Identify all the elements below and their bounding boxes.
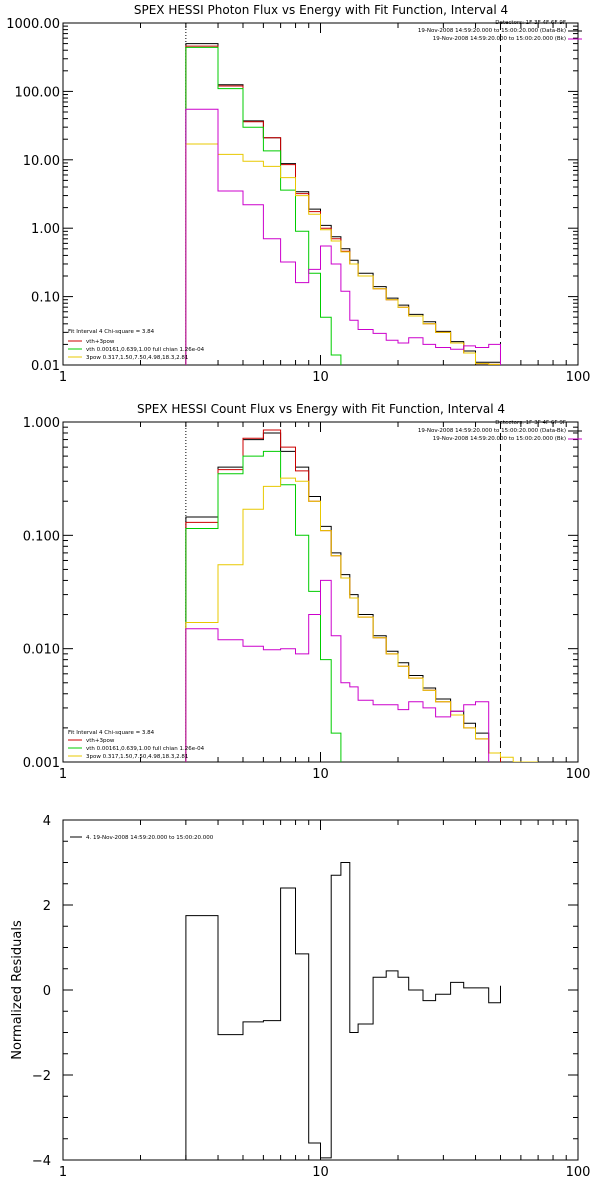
x-tick-label: 1 xyxy=(59,767,67,782)
y-tick-label: 1000.00 xyxy=(6,17,60,32)
y-tick-label: 0.01 xyxy=(31,359,60,374)
legend-residual: 4. 19-Nov-2008 14:59:20.000 to 15:00:20.… xyxy=(86,835,214,841)
series-data-bk xyxy=(185,432,501,762)
chart-title: SPEX HESSI Count Flux vs Energy with Fit… xyxy=(137,402,505,416)
legend-fit-info: Fit Interval 4 Chi-square = 3.84 xyxy=(68,329,155,335)
count-flux-chart: SPEX HESSI Count Flux vs Energy with Fit… xyxy=(23,402,591,782)
y-tick-label: 1.00 xyxy=(31,222,60,237)
legend-detectors: Detectors: 1F 3F 4F 6F 9F xyxy=(495,420,566,426)
y-tick-label: 100.00 xyxy=(15,85,61,100)
series-3pow xyxy=(185,477,539,762)
chart-title: SPEX HESSI Photon Flux vs Energy with Fi… xyxy=(134,3,508,17)
series-4-19-nov-2008-14-59-20-000-to-15-00-20-000 xyxy=(185,862,501,1160)
plot-area: 1 10 100 4 2 0 −2 −4 xyxy=(32,814,591,1180)
legend-3pow-name: 3pow 0.317,1.50,7.50,4.98,18.3,2.81 xyxy=(86,355,188,361)
x-tick-label: 1 xyxy=(59,370,67,385)
y-tick-label: 1.000 xyxy=(23,416,60,431)
series-vth xyxy=(185,46,351,365)
x-tick-label: 10 xyxy=(312,1165,329,1180)
x-tick-label: 10 xyxy=(312,767,329,782)
legend-fit-name: vth+3pow xyxy=(86,738,115,744)
y-tick-label: 2 xyxy=(43,899,51,914)
y-tick-label: 0 xyxy=(43,984,51,999)
y-tick-label: 0.001 xyxy=(23,756,60,771)
x-tick-label: 100 xyxy=(566,370,591,385)
series-vth-3pow xyxy=(185,429,501,762)
x-tick-label: 1 xyxy=(59,1165,67,1180)
series-bk xyxy=(185,579,490,762)
legend-vth-name: vth 0.00161,0.639,1.00 full chian 1.26e-… xyxy=(86,347,205,353)
legend-data-bk: 19-Nov-2008 14:59:20.000 to 15:00:20.000… xyxy=(418,428,566,434)
legend-data-bk: 19-Nov-2008 14:59:20.000 to 15:00:20.000… xyxy=(418,28,566,34)
legend-bk: 19-Nov-2008 14:59:20.000 to 15:00:20.000… xyxy=(433,436,566,442)
y-tick-label: −4 xyxy=(32,1154,51,1169)
series-3pow xyxy=(185,143,501,365)
legend-vth-name: vth 0.00161,0.639,1.00 full chian 1.26e-… xyxy=(86,746,205,752)
x-tick-label: 100 xyxy=(566,767,591,782)
legend-fit-name: vth+3pow xyxy=(86,339,115,345)
series-vth-3pow xyxy=(185,45,501,365)
y-tick-label: 0.100 xyxy=(23,529,60,544)
series-bk xyxy=(185,108,501,365)
y-axis-label: Normalized Residuals xyxy=(10,920,25,1060)
y-tick-label: −2 xyxy=(32,1069,51,1084)
y-tick-label: 4 xyxy=(43,814,51,829)
legend-detectors: Detectors: 1F 3F 4F 6F 9F xyxy=(495,20,566,26)
series-data-bk xyxy=(185,43,501,365)
plot-area: 1 10 100 0.001 0.010 0.100 1.000 xyxy=(23,416,591,782)
photon-flux-chart: SPEX HESSI Photon Flux vs Energy with Fi… xyxy=(6,3,590,385)
y-tick-label: 0.10 xyxy=(31,291,60,306)
residuals-chart: 1 10 100 4 2 0 −2 −4 4. 19-Nov-2008 14:59:20.00… xyxy=(10,814,590,1180)
legend-fit-info: Fit Interval 4 Chi-square = 3.84 xyxy=(68,730,155,736)
x-tick-label: 100 xyxy=(566,1165,591,1180)
legend-bk: 19-Nov-2008 14:59:20.000 to 15:00:20.000… xyxy=(433,36,566,42)
y-tick-label: 10.00 xyxy=(23,154,60,169)
plot-area: 1 10 100 0.01 0.10 1.00 10.00 100.00 1000.00 xyxy=(6,17,590,385)
legend-3pow-name: 3pow 0.317,1.50,7.50,4.98,18.3,2.81 xyxy=(86,754,188,760)
x-tick-label: 10 xyxy=(312,370,329,385)
y-tick-label: 0.010 xyxy=(23,643,60,658)
series-vth xyxy=(185,450,342,762)
